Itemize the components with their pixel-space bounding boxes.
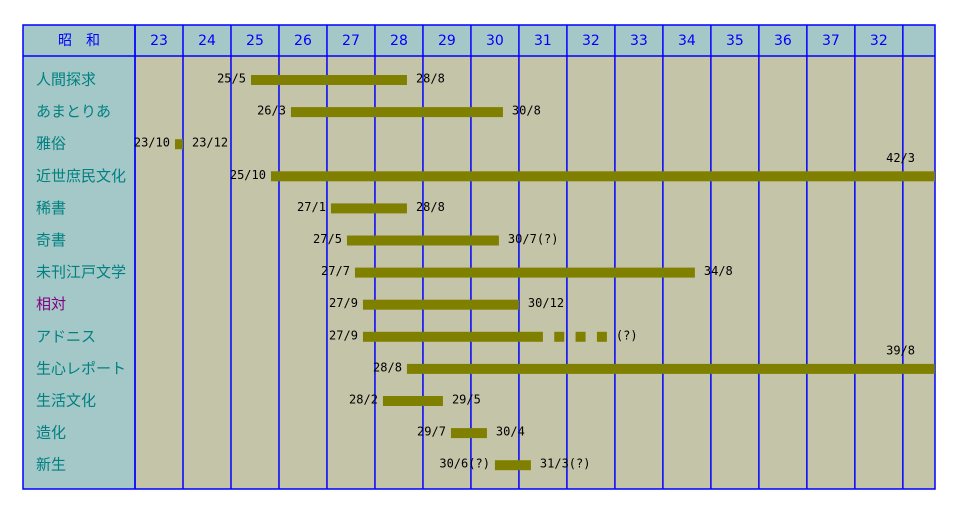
start-label: 27/1 xyxy=(297,200,326,214)
x-tick-label: 24 xyxy=(198,33,216,49)
bar xyxy=(406,363,935,374)
header-background xyxy=(23,25,935,56)
bar xyxy=(494,460,531,471)
end-label: 30/7(?) xyxy=(508,232,559,246)
start-label: 26/3 xyxy=(257,104,286,118)
start-label: 29/7 xyxy=(417,425,446,439)
bar xyxy=(174,139,183,150)
dashed-bar xyxy=(596,331,607,342)
row-label: 雅俗 xyxy=(36,135,66,153)
x-tick-label: 23 xyxy=(150,33,168,49)
row-label: 生活文化 xyxy=(36,392,96,410)
row-label: 稀書 xyxy=(36,199,66,217)
end-label: 30/4 xyxy=(496,425,525,439)
end-label: 28/8 xyxy=(416,72,445,86)
bars xyxy=(174,75,935,471)
row-label: 奇書 xyxy=(36,231,66,249)
dashed-bar xyxy=(575,331,586,342)
x-tick-label: 28 xyxy=(390,33,408,49)
x-tick-label: 30 xyxy=(486,33,504,49)
x-tick-label: 29 xyxy=(438,33,456,49)
bar xyxy=(290,107,503,118)
plot-background xyxy=(23,25,935,489)
x-tick-label: 32 xyxy=(582,33,600,49)
row-label: 相対 xyxy=(36,295,66,313)
end-label: 31/3(?) xyxy=(540,457,591,471)
dashed-bar xyxy=(554,331,565,342)
x-tick-label: 25 xyxy=(246,33,264,49)
x-tick-label: 31 xyxy=(534,33,552,49)
row-label: 人間探求 xyxy=(36,71,96,89)
row-label: 未刊江戸文学 xyxy=(36,263,126,281)
x-tick-label: 32 xyxy=(870,33,888,49)
bar xyxy=(362,299,519,310)
row-label: 生心レポート xyxy=(36,359,126,377)
header-label: 昭 和 xyxy=(58,33,100,49)
end-label: 39/8 xyxy=(886,343,915,357)
start-label: 25/5 xyxy=(217,72,246,86)
row-label: 新生 xyxy=(36,456,66,474)
end-label: (?) xyxy=(616,328,638,342)
end-label: 42/3 xyxy=(886,151,915,165)
row-label: アドニス xyxy=(36,327,96,345)
row-label: 近世庶民文化 xyxy=(36,167,126,185)
x-tick-label: 37 xyxy=(822,33,840,49)
x-tick-label: 33 xyxy=(630,33,648,49)
start-label: 30/6(?) xyxy=(439,457,490,471)
end-label: 28/8 xyxy=(416,200,445,214)
start-label: 27/9 xyxy=(329,296,358,310)
end-label: 23/12 xyxy=(192,136,228,150)
start-label: 27/5 xyxy=(313,232,342,246)
bar xyxy=(354,267,695,278)
bar xyxy=(450,428,487,439)
x-tick-label: 34 xyxy=(678,33,696,49)
start-label: 28/8 xyxy=(373,360,402,374)
bar xyxy=(250,75,407,85)
bar xyxy=(346,235,499,246)
x-tick-label: 35 xyxy=(726,33,744,49)
x-tick-label: 27 xyxy=(342,33,360,49)
start-label: 27/7 xyxy=(321,264,350,278)
label-column xyxy=(23,56,135,489)
end-label: 29/5 xyxy=(452,393,481,407)
bar xyxy=(382,396,443,406)
border xyxy=(22,24,936,490)
bar xyxy=(362,331,543,342)
end-label: 34/8 xyxy=(704,264,733,278)
start-label: 27/9 xyxy=(329,328,358,342)
start-label: 23/10 xyxy=(134,136,170,150)
start-label: 28/2 xyxy=(349,393,378,407)
bar xyxy=(270,171,935,182)
x-tick-label: 26 xyxy=(294,33,312,49)
start-label: 25/10 xyxy=(230,168,266,182)
row-label: あまとりあ xyxy=(36,103,111,121)
x-tick-label: 36 xyxy=(774,33,792,49)
row-label: 造化 xyxy=(36,424,66,442)
end-label: 30/12 xyxy=(528,296,564,310)
bar xyxy=(330,203,407,214)
end-label: 30/8 xyxy=(512,104,541,118)
